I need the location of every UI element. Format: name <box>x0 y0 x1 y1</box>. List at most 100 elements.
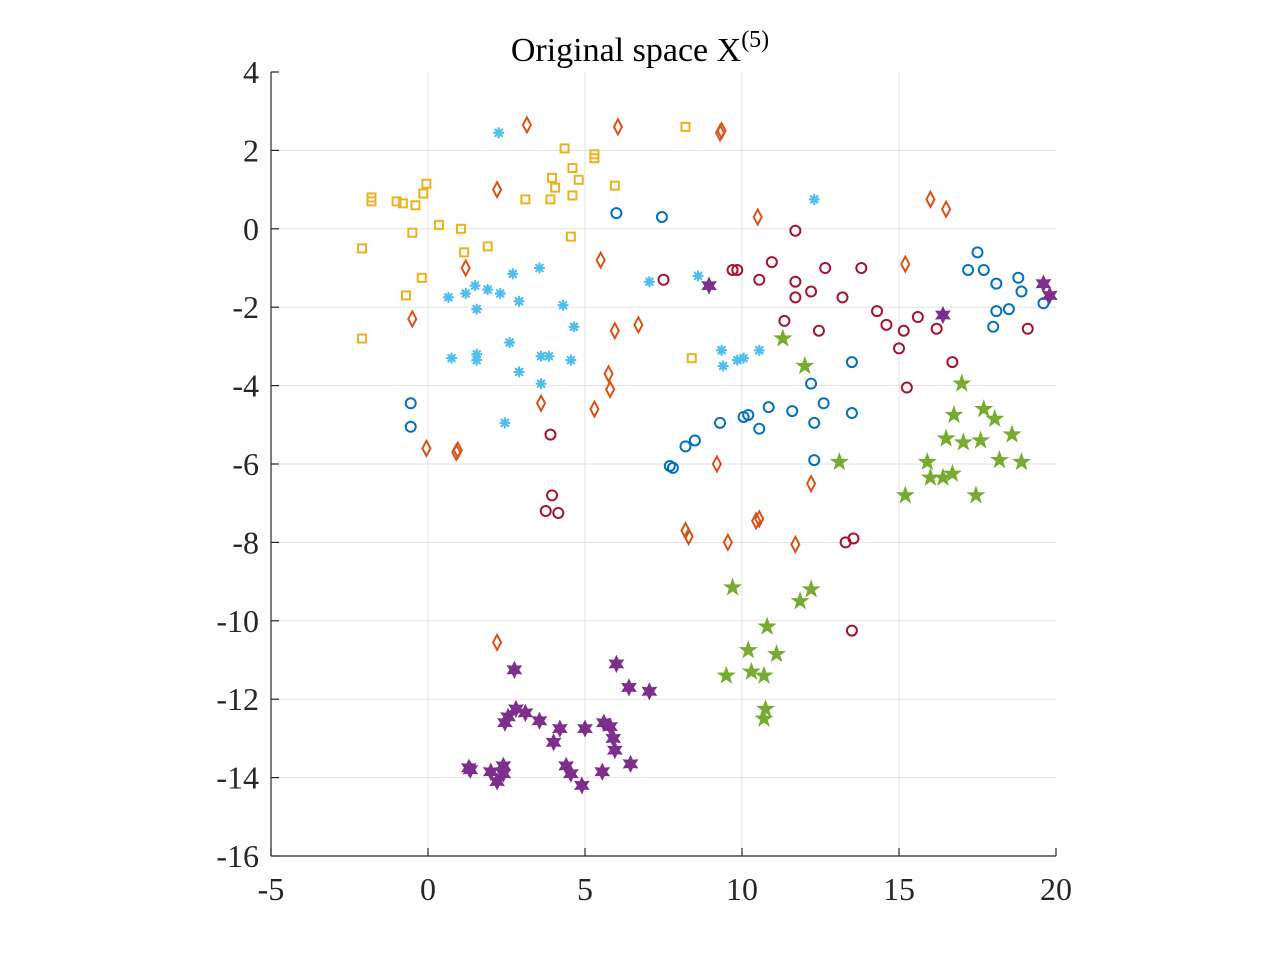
data-point-pentagram <box>754 708 774 727</box>
data-point-pentagram <box>971 430 991 449</box>
data-point-circle <box>911 311 924 323</box>
data-point-hexagram <box>506 660 523 679</box>
data-point-asterisk <box>543 350 555 362</box>
data-point-pentagram <box>757 616 777 635</box>
data-point-square <box>401 290 412 301</box>
data-point-pentagram <box>790 591 810 610</box>
data-point-circle <box>753 273 766 286</box>
data-point-hexagram <box>551 719 568 738</box>
data-point-hexagram <box>577 719 593 738</box>
data-point-asterisk <box>504 336 516 349</box>
data-point-diamond <box>790 534 801 554</box>
data-point-circle <box>847 532 860 545</box>
series-2 <box>404 207 1050 474</box>
data-point-diamond <box>925 189 936 210</box>
data-point-diamond <box>460 258 471 278</box>
data-point-pentagram <box>723 577 743 596</box>
data-point-hexagram <box>517 703 534 723</box>
data-point-hexagram <box>701 276 717 295</box>
data-point-circle <box>990 305 1003 318</box>
data-point-circle <box>845 624 858 637</box>
data-point-circle <box>765 256 778 269</box>
data-point-asterisk <box>445 352 458 364</box>
data-point-hexagram <box>605 729 622 748</box>
data-point-diamond <box>604 379 616 400</box>
y-tick-label: -4 <box>232 368 259 404</box>
chart-title-main: Original space X <box>511 32 741 69</box>
data-point-asterisk <box>513 366 525 378</box>
data-point-asterisk <box>717 360 729 372</box>
data-point-square <box>459 247 470 258</box>
data-point-diamond <box>711 454 723 474</box>
data-point-hexagram <box>573 776 590 795</box>
series-1 <box>407 115 952 652</box>
data-point-circle <box>657 273 670 286</box>
data-point-circle <box>714 416 727 429</box>
data-point-asterisk <box>442 291 455 303</box>
data-point-pentagram <box>974 399 994 418</box>
data-point-asterisk <box>808 193 820 205</box>
data-point-circle <box>990 277 1003 290</box>
data-point-diamond <box>633 315 644 335</box>
data-point-asterisk <box>469 280 481 292</box>
x-tick-label: 0 <box>420 871 436 907</box>
data-point-circle <box>552 507 565 519</box>
y-tick-label: 0 <box>243 211 259 247</box>
data-point-diamond <box>589 399 600 419</box>
data-point-square <box>567 190 578 201</box>
data-point-circle <box>812 324 825 337</box>
series-6 <box>460 274 1058 795</box>
data-point-asterisk <box>460 287 472 300</box>
x-tick-label: 5 <box>577 871 593 907</box>
data-point-pentagram <box>795 355 815 375</box>
data-point-pentagram <box>756 698 776 718</box>
data-point-square <box>366 196 377 207</box>
data-point-pentagram <box>942 463 962 482</box>
data-point-diamond <box>752 207 763 227</box>
data-point-asterisk <box>557 299 569 311</box>
data-point-square <box>559 143 570 154</box>
data-point-asterisk <box>533 262 546 274</box>
data-point-square <box>421 178 432 189</box>
data-point-pentagram <box>801 579 821 598</box>
data-point-diamond <box>716 121 727 141</box>
data-point-square <box>550 182 561 193</box>
data-point-square <box>545 194 556 205</box>
data-point-hexagram <box>641 682 658 701</box>
data-point-asterisk <box>731 354 743 366</box>
data-point-circle <box>855 262 868 274</box>
data-point-asterisk <box>507 268 519 280</box>
data-point-circle <box>1021 322 1034 335</box>
data-point-hexagram <box>621 678 637 697</box>
grid-lines <box>271 72 1056 856</box>
series-4 <box>539 224 1034 637</box>
data-point-circle <box>666 461 679 474</box>
data-point-square <box>520 194 531 205</box>
data-point-diamond <box>609 321 620 341</box>
data-point-square <box>680 121 691 132</box>
data-point-square <box>357 243 368 254</box>
axes <box>270 71 1057 857</box>
data-point-square <box>357 333 368 344</box>
data-point-pentagram <box>754 665 774 684</box>
x-tick-label: 10 <box>726 871 758 907</box>
data-point-circle <box>845 407 858 420</box>
data-point-circle <box>544 428 557 441</box>
data-point-circle <box>808 416 821 429</box>
data-point-square <box>565 231 576 242</box>
data-point-asterisk <box>535 378 547 390</box>
data-point-hexagram <box>495 764 512 783</box>
y-tick-label: -12 <box>216 681 259 717</box>
data-point-square <box>573 174 584 185</box>
data-point-diamond <box>805 473 817 494</box>
data-point-square <box>433 219 444 230</box>
data-point-circle <box>805 377 818 390</box>
data-point-circle <box>762 401 775 414</box>
series-0 <box>357 121 697 364</box>
data-point-pentagram <box>936 428 956 447</box>
data-point-square <box>391 196 402 207</box>
data-point-diamond <box>535 393 547 413</box>
data-point-square <box>416 272 427 283</box>
y-tick-label: 4 <box>243 54 259 90</box>
data-point-asterisk <box>499 417 511 429</box>
